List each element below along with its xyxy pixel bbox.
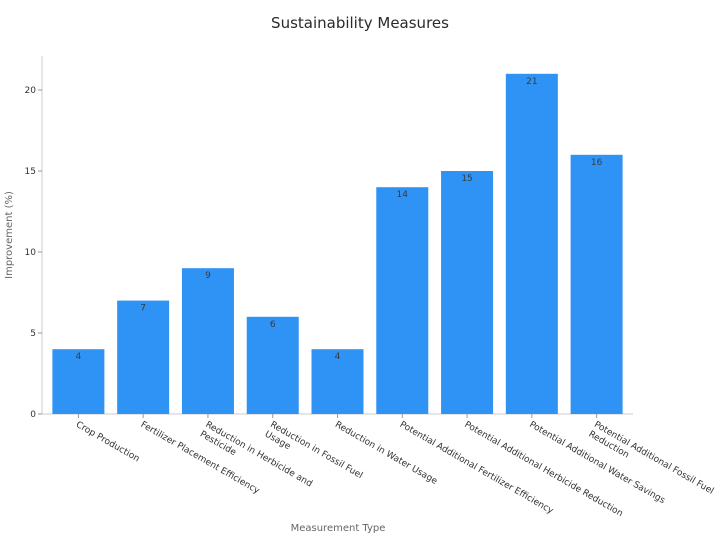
bar — [181, 268, 234, 414]
y-axis-ticks: 0 5 10 15 20 — [25, 86, 42, 420]
bar-value-label: 4 — [76, 352, 82, 362]
chart-title: Sustainability Measures — [271, 14, 449, 32]
bar-value-label: 15 — [461, 174, 472, 184]
bars-group: 4 7 9 6 4 14 15 21 16 — [52, 73, 623, 415]
y-axis-title: Improvement (%) — [4, 191, 15, 279]
bar-value-label: 9 — [205, 271, 211, 281]
bar — [52, 349, 105, 414]
y-tick-label: 10 — [25, 248, 37, 258]
x-tick-label: Fertilizer Placement Efficiency — [139, 420, 262, 497]
bar-value-label: 6 — [270, 320, 276, 330]
bar-value-label: 4 — [335, 352, 341, 362]
x-axis-title: Measurement Type — [291, 523, 386, 534]
bar — [117, 300, 170, 414]
y-tick-label: 5 — [30, 329, 36, 339]
bar — [311, 349, 364, 414]
bar — [570, 154, 623, 415]
x-tick-label: Crop Production — [74, 420, 141, 465]
bar — [376, 187, 429, 414]
bar-value-label: 7 — [140, 304, 146, 314]
x-tick-label: Reduction in Water Usage — [333, 420, 439, 487]
bar — [505, 73, 558, 415]
bar-value-label: 21 — [526, 77, 537, 87]
bar-value-label: 16 — [591, 158, 603, 168]
bar — [441, 171, 494, 414]
bar-value-label: 14 — [397, 190, 409, 200]
y-tick-label: 15 — [25, 167, 36, 177]
y-tick-label: 0 — [30, 410, 36, 420]
y-tick-label: 20 — [25, 86, 37, 96]
bar — [246, 316, 299, 414]
